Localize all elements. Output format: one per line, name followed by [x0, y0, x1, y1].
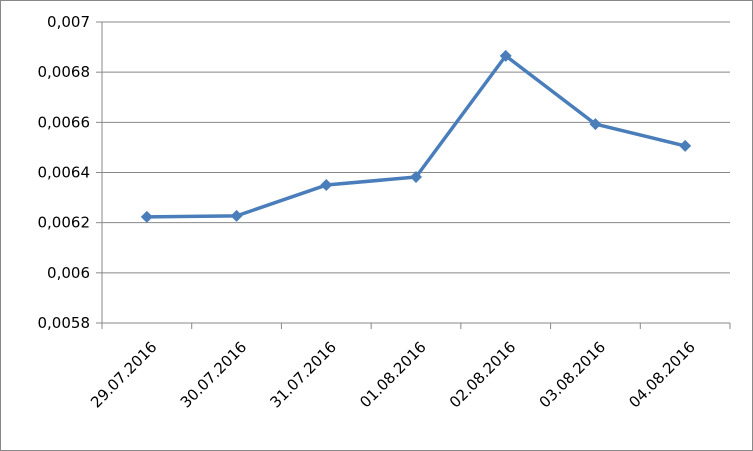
y-tick-label: 0,0068 [38, 63, 91, 81]
data-point [499, 49, 512, 62]
y-tick-label: 0,0062 [38, 214, 91, 232]
y-tick-label: 0,0064 [38, 164, 91, 182]
y-tick-label: 0,007 [47, 13, 90, 31]
y-tick-label: 0,006 [47, 264, 90, 282]
data-point [589, 118, 602, 131]
data-point [320, 179, 333, 192]
data-point [679, 139, 692, 152]
y-tick-label: 0,0058 [38, 314, 91, 332]
data-point [410, 171, 422, 184]
data-point [230, 209, 243, 222]
y-tick-label: 0,0066 [38, 113, 91, 131]
data-point [140, 210, 153, 223]
